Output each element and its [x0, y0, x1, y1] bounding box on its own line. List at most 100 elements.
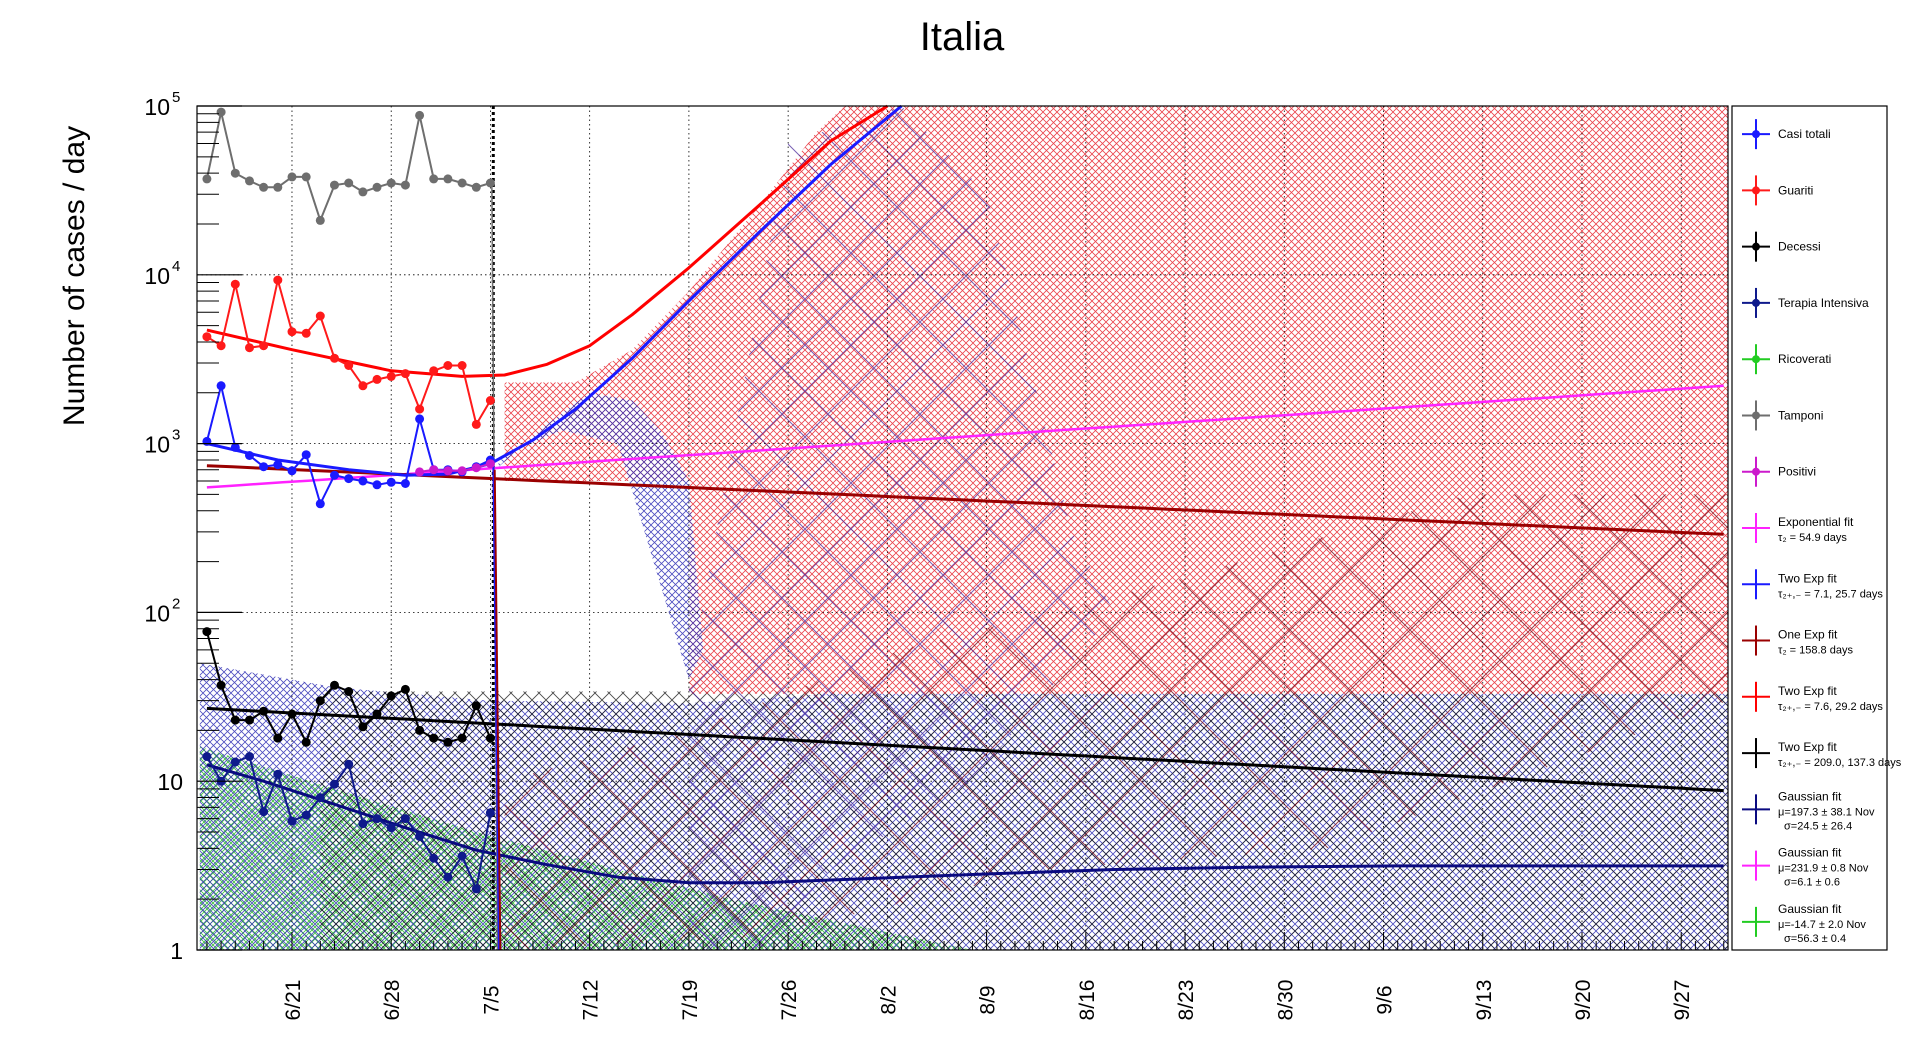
legend-label: Gaussian fit — [1778, 789, 1842, 803]
point-decessi-2 — [230, 715, 240, 725]
point-decessi-7 — [301, 737, 311, 747]
point-terapia-9 — [330, 779, 339, 789]
legend-item-11: Two Exp fit τ₂₊,₋ = 209.0, 137.3 days — [1742, 738, 1902, 769]
point-casi_totali-0 — [202, 436, 212, 446]
point-terapia-13 — [386, 823, 396, 833]
point-casi_totali-2 — [230, 442, 240, 452]
point-guariti-1 — [216, 341, 226, 351]
legend-item-0: Casi totali — [1742, 119, 1831, 150]
point-guariti-5 — [273, 275, 283, 285]
point-guariti-17 — [443, 361, 453, 370]
x-tick-label-9-27: 9/27 — [1671, 980, 1694, 1021]
uncertainty-bands — [199, 106, 1729, 950]
data-series — [202, 107, 495, 894]
dropoff-casi — [492, 459, 500, 951]
point-terapia-14 — [400, 814, 410, 824]
y-tick-label-10000: 10 — [144, 263, 170, 289]
point-tamponi-13 — [386, 178, 396, 188]
x-tick-label-7-12: 7/12 — [580, 980, 603, 1021]
point-positivi-4 — [471, 463, 481, 473]
point-casi_totali-8 — [315, 499, 325, 509]
point-decessi-3 — [245, 715, 254, 725]
point-decessi-9 — [330, 680, 339, 690]
x-tick-label-9-6: 9/6 — [1374, 985, 1397, 1014]
point-terapia-7 — [301, 810, 311, 820]
point-decessi-13 — [386, 691, 396, 701]
point-tamponi-15 — [415, 110, 425, 120]
point-casi_totali-14 — [400, 479, 410, 488]
point-terapia-16 — [429, 853, 439, 863]
point-positivi-1 — [429, 465, 439, 475]
x-tick-label-8-16: 8/16 — [1076, 980, 1099, 1021]
point-decessi-11 — [358, 722, 368, 732]
point-guariti-12 — [372, 374, 382, 384]
legend-label: Gaussian fit — [1778, 902, 1842, 916]
point-tamponi-17 — [443, 174, 453, 184]
legend-item-5: Tamponi — [1742, 400, 1823, 431]
point-tamponi-8 — [315, 215, 325, 225]
point-guariti-2 — [230, 279, 240, 289]
x-tick-label-8-30: 8/30 — [1274, 980, 1297, 1021]
fit-one_exp — [206, 464, 1724, 536]
y-tick-label-10: 10 — [157, 769, 183, 795]
point-casi_totali-5 — [273, 460, 283, 470]
legend-item-6: Positivi — [1742, 456, 1816, 487]
chart-title: Italia — [920, 15, 1005, 59]
legend-item-9: One Exp fit τ₂ = 158.8 days — [1742, 625, 1853, 657]
legend-sub-2: σ=24.5 ± 26.4 — [1784, 820, 1852, 832]
point-tamponi-9 — [330, 180, 339, 190]
series-tamponi — [202, 107, 495, 225]
point-terapia-12 — [372, 814, 382, 824]
point-guariti-20 — [485, 396, 495, 405]
point-tamponi-16 — [429, 174, 439, 184]
legend-marker — [1752, 298, 1760, 307]
point-casi_totali-11 — [358, 476, 368, 486]
band-one-exp — [504, 494, 1729, 950]
point-tamponi-0 — [202, 174, 212, 184]
point-tamponi-4 — [259, 182, 269, 192]
point-terapia-15 — [415, 832, 425, 841]
y-tick-exp-10000: 4 — [172, 258, 180, 275]
legend-label: Tamponi — [1778, 408, 1823, 422]
y-tick-label-1: 1 — [170, 938, 183, 964]
legend-sub-1: μ=-14.7 ± 2.0 Nov — [1778, 919, 1866, 931]
point-guariti-4 — [259, 341, 269, 351]
point-casi_totali-15 — [415, 414, 425, 424]
legend-label: Two Exp fit — [1778, 571, 1837, 585]
legend-label: Two Exp fit — [1778, 740, 1837, 754]
point-tamponi-1 — [216, 107, 226, 117]
point-terapia-17 — [443, 872, 453, 882]
legend-item-4: Ricoverati — [1742, 344, 1831, 375]
point-positivi-2 — [443, 466, 453, 476]
legend-label: Gaussian fit — [1778, 846, 1842, 860]
point-casi_totali-13 — [386, 477, 396, 487]
point-guariti-8 — [315, 311, 325, 321]
legend-sub-1: μ=197.3 ± 38.1 Nov — [1778, 806, 1875, 818]
point-guariti-15 — [415, 404, 425, 414]
legend-label: Casi totali — [1778, 127, 1831, 141]
point-tamponi-5 — [273, 182, 283, 192]
point-guariti-11 — [358, 381, 368, 391]
point-guariti-10 — [344, 361, 354, 370]
series-line-casi_totali — [205, 385, 491, 507]
point-casi_totali-10 — [344, 474, 354, 484]
legend-item-13: Gaussian fit μ=231.9 ± 0.8 Nov σ=6.1 ± 0.6 — [1742, 846, 1869, 889]
point-guariti-0 — [202, 332, 212, 342]
point-guariti-13 — [386, 371, 396, 381]
point-tamponi-14 — [400, 180, 410, 190]
legend-marker — [1752, 467, 1760, 476]
legend-label: Two Exp fit — [1778, 684, 1837, 698]
x-tick-label-6-21: 6/21 — [282, 980, 305, 1021]
y-tick-label-100000: 10 — [144, 94, 170, 120]
legend: Casi totali Guariti Decessi Terapia Intensi… — [1731, 105, 1902, 951]
point-casi_totali-3 — [245, 451, 254, 460]
point-terapia-4 — [259, 807, 269, 817]
point-terapia-3 — [245, 752, 254, 761]
point-tamponi-3 — [245, 176, 254, 186]
point-positivi-3 — [457, 466, 467, 476]
legend-sub-1: μ=231.9 ± 0.8 Nov — [1778, 863, 1869, 875]
x-tick-label-6-28: 6/28 — [381, 980, 404, 1021]
series-casi_totali — [202, 381, 495, 509]
